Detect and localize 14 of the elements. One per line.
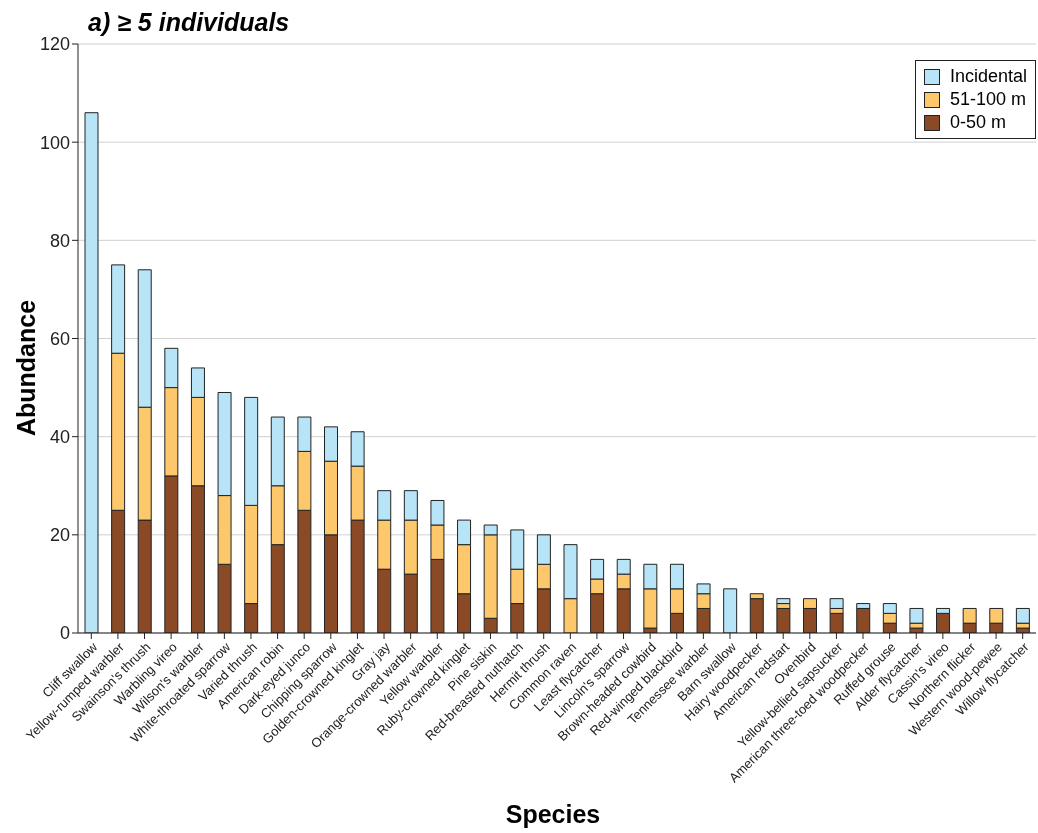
y-tick-label: 60 (49, 328, 70, 349)
legend-label: 0-50 m (949, 112, 1006, 133)
bar (776, 598, 791, 605)
y-tick-label: 120 (39, 34, 70, 55)
y-tick-label: 100 (39, 132, 70, 153)
y-tick-label: 20 (49, 525, 70, 546)
y-tick-label: 40 (49, 427, 70, 448)
x-axis-title: Species (504, 800, 602, 829)
y-tick-label: 80 (49, 230, 70, 251)
legend-label: 51-100 m (949, 89, 1026, 110)
y-axis-title: Abundance (11, 299, 41, 437)
legend-label: Incidental (949, 66, 1027, 87)
y-tick-label: 0 (59, 623, 70, 644)
chart-title: a) ≥ 5 individuals (88, 8, 290, 37)
